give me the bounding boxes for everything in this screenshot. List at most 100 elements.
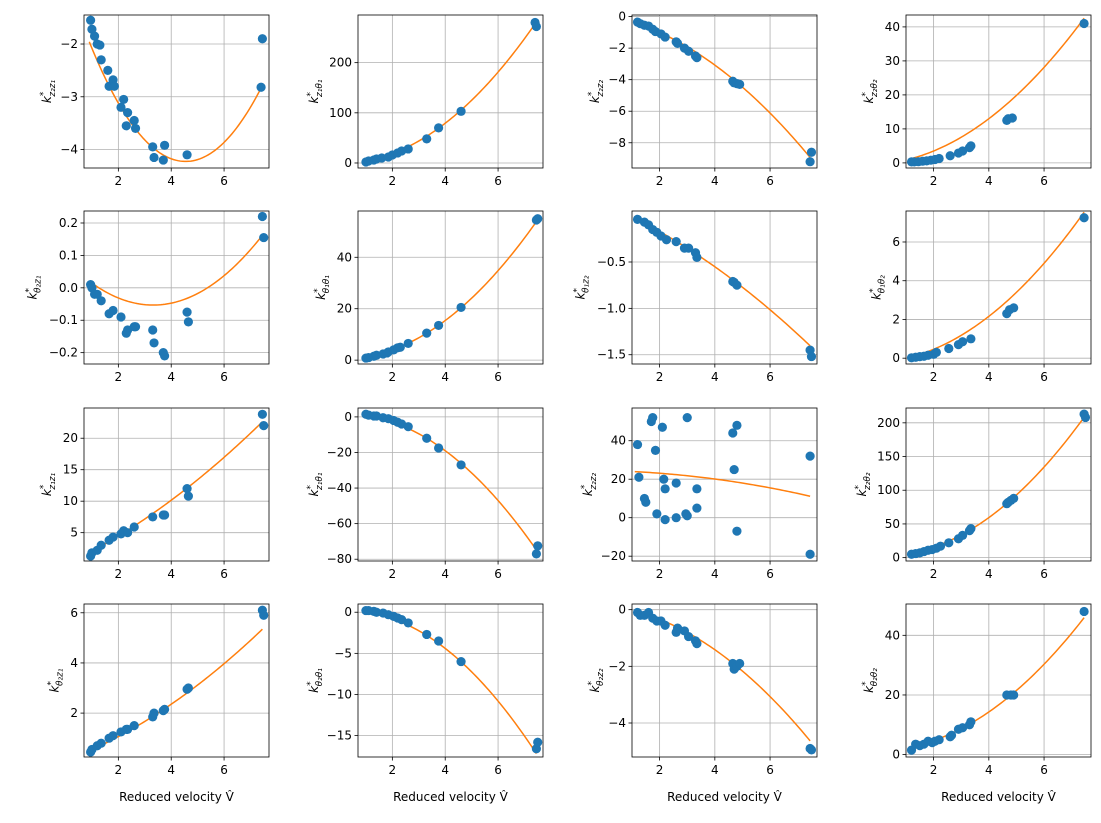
x-tick-label: 6 [1040, 174, 1048, 188]
data-point [103, 65, 113, 75]
data-point [533, 737, 543, 747]
x-tick-label: 2 [115, 567, 123, 581]
data-point [158, 155, 168, 165]
y-axis-label-sup: * [587, 681, 597, 686]
x-tick-label: 4 [711, 174, 719, 188]
axes-frame [631, 210, 818, 365]
y-tick-label: 0.1 [59, 248, 78, 262]
data-point [692, 252, 702, 262]
x-tick-label: 6 [494, 567, 502, 581]
data-point [129, 115, 139, 126]
y-tick-label: −60 [327, 517, 352, 531]
data-point [946, 730, 957, 740]
y-tick-label: 0 [892, 156, 900, 170]
y-axis-label: k*θ₂θ₁ [306, 668, 325, 693]
data-point [806, 351, 817, 362]
data-point [422, 433, 432, 443]
data-point [129, 522, 139, 532]
data-point [671, 237, 681, 247]
data-point [259, 610, 269, 620]
subplot-15: 2 4 6 0 −2 −4 k*θ₂z₂ Reduced velocity V̂ [587, 603, 818, 804]
data-point [729, 464, 739, 475]
data-point [149, 152, 159, 163]
x-tick-label: 2 [115, 763, 123, 777]
y-axis-label-sup: * [580, 484, 590, 489]
data-point [434, 320, 444, 331]
y-tick-label: −2 [608, 659, 626, 673]
x-tick-label: 6 [220, 763, 228, 777]
data-point [531, 549, 541, 559]
y-tick-label: 100 [329, 106, 352, 120]
subplot-12: 2 4 6 0 50 100 150 200 k*z₂θ₂ [854, 407, 1092, 581]
data-point [692, 484, 702, 494]
y-tick-label: −5 [334, 646, 352, 660]
y-axis-label-sup: * [47, 681, 57, 686]
x-tick-label: 4 [167, 567, 175, 581]
y-axis-label-sub: z₂θ₂ [863, 472, 873, 491]
data-point [1009, 493, 1019, 503]
y-tick-label: 30 [885, 54, 900, 68]
y-axis-label-sup: * [306, 485, 316, 490]
subplot-1: 2 4 6 −4 −3 −2 k*z₂z₁ [39, 14, 270, 188]
data-point [732, 420, 742, 430]
data-point [422, 328, 432, 338]
data-point [692, 639, 702, 649]
data-point [456, 656, 466, 667]
data-point [456, 106, 466, 116]
x-tick-label: 4 [985, 174, 993, 188]
y-tick-label: −4 [608, 716, 626, 730]
y-tick-label: −40 [327, 481, 352, 495]
data-point [108, 532, 118, 542]
y-axis-label-sub: θ₁θ₂ [878, 275, 888, 294]
x-tick-label: 4 [711, 763, 719, 777]
y-tick-label: 6 [892, 235, 900, 249]
data-point [682, 511, 692, 521]
data-point [148, 512, 158, 522]
fit-line [88, 628, 263, 752]
x-tick-label: 6 [220, 567, 228, 581]
y-axis-label-base: k [588, 95, 602, 103]
data-point [934, 153, 944, 164]
data-point [935, 541, 946, 551]
data-point [183, 683, 193, 693]
subplot-14: 2 4 6 0 −5 −10 −15 k*θ₂θ₁ Reduced velocity V̂ [306, 603, 544, 804]
x-tick-label: 6 [220, 370, 228, 384]
data-point [130, 123, 141, 134]
data-point [966, 334, 976, 344]
data-point [148, 142, 158, 152]
y-tick-label: 150 [877, 450, 900, 464]
y-tick-label: 0.2 [59, 216, 78, 230]
data-point [672, 38, 683, 48]
y-axis-label-sup: * [313, 288, 323, 293]
data-point [659, 474, 669, 484]
data-point [934, 735, 944, 745]
y-axis-label: k*z₂z₁ [39, 80, 58, 104]
data-point [116, 312, 126, 322]
fit-line [363, 611, 538, 755]
x-tick-label: 4 [441, 763, 449, 777]
y-axis-label: k*θ₁θ₂ [869, 275, 888, 300]
y-axis-label-sub: z₂z₁ [48, 80, 58, 98]
y-tick-label: −3 [60, 90, 78, 104]
data-point [182, 150, 192, 160]
y-tick-label: 2 [892, 312, 900, 326]
x-tick-label: 4 [167, 763, 175, 777]
data-point [660, 515, 670, 525]
y-tick-label: 4 [70, 656, 78, 670]
data-point [96, 296, 106, 306]
y-tick-label: 100 [877, 483, 900, 497]
data-point [96, 55, 106, 65]
data-point [456, 460, 466, 470]
y-axis-label-sub: θ₂z₁ [33, 275, 43, 293]
y-tick-label: 0 [344, 410, 352, 424]
y-axis-label: k*θ₂z₁ [47, 668, 66, 692]
fit-line [634, 21, 811, 158]
axes-frame [83, 407, 270, 562]
data-point [160, 351, 170, 361]
y-tick-label: −0.5 [597, 255, 626, 269]
y-axis-label-sup: * [24, 288, 34, 293]
data-point [958, 723, 968, 733]
data-point [1080, 412, 1091, 423]
fit-line [88, 234, 263, 306]
y-axis-label-sub: z₂z₂ [596, 80, 606, 98]
